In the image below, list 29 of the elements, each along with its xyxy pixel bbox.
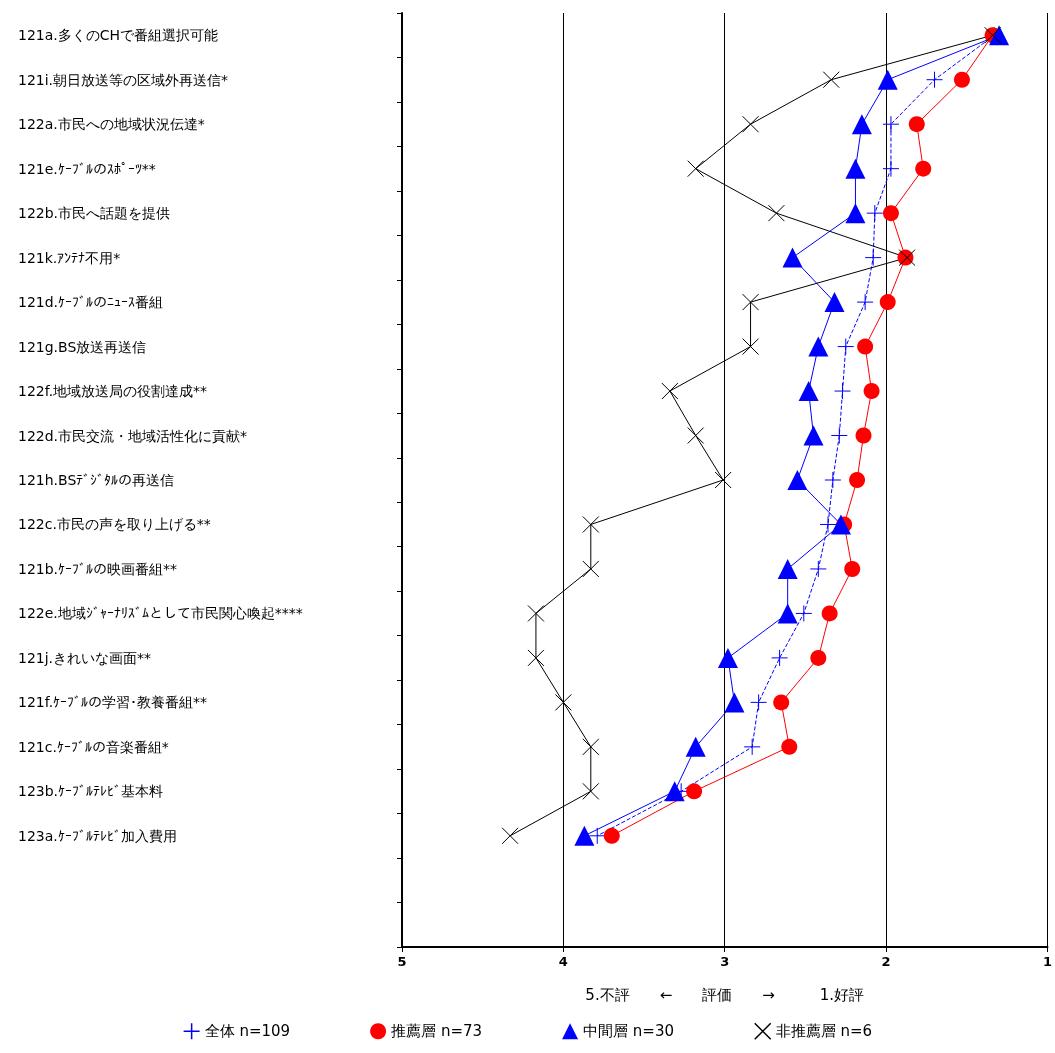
y-tick-label: 121i.朝日放送等の区域外再送信* (18, 71, 229, 88)
y-tick-label: 122f.地域放送局の役割達成** (18, 383, 208, 400)
x-tick-label: 1 (1042, 954, 1052, 969)
y-tick-label: 121c.ｹｰﾌﾞﾙの音楽番組* (18, 738, 169, 755)
x-tick-label: 3 (720, 954, 730, 969)
y-tick-label: 122d.市民交流・地域活性化に貢献* (18, 427, 248, 444)
y-tick-label: 121g.BS放送再送信 (18, 338, 147, 355)
y-tick-label: 122a.市民への地域状況伝達* (18, 116, 205, 133)
y-tick-label: 121f.ｹｰﾌﾞﾙの学習･教養番組** (18, 694, 208, 711)
x-axis-title: 5.不評 ← 評価 → 1.好評 (585, 985, 865, 1004)
x-tick-label: 4 (558, 954, 568, 969)
y-tick-label: 121j.きれいな画面** (18, 649, 152, 666)
y-tick-label: 121k.ｱﾝﾃﾅ不用* (18, 249, 121, 266)
x-tick-label: 2 (881, 954, 891, 969)
y-tick-label: 122e.地域ｼﾞｬｰﾅﾘｽﾞﾑとして市民関心喚起**** (18, 605, 303, 622)
x-tick-label: 5 (397, 954, 407, 969)
y-tick-label: 121e.ｹｰﾌﾞﾙのｽﾎﾟｰﾂ** (18, 160, 156, 177)
y-tick-label: 122c.市民の声を取り上げる** (18, 516, 211, 533)
legend-label: 中間層 n=30 (583, 1022, 674, 1041)
y-tick-label: 122b.市民へ話題を提供 (18, 205, 171, 222)
legend-label: 推薦層 n=73 (391, 1022, 483, 1041)
y-tick-label: 123a.ｹｰﾌﾞﾙﾃﾚﾋﾞ加入費用 (18, 827, 177, 844)
y-tick-label: 121a.多くのCHで番組選択可能 (18, 27, 219, 44)
y-tick-label: 121h.BSﾃﾞｼﾞﾀﾙの再送信 (18, 472, 175, 488)
legend-label: 非推薦層 n=6 (775, 1022, 873, 1041)
y-tick-label: 121d.ｹｰﾌﾞﾙのﾆｭｰｽ番組 (18, 294, 164, 311)
y-tick-label: 121b.ｹｰﾌﾞﾙの映画番組** (18, 560, 178, 577)
y-tick-label: 123b.ｹｰﾌﾞﾙﾃﾚﾋﾞ基本料 (18, 783, 164, 800)
legend-label: 全体 n=109 (204, 1022, 291, 1041)
